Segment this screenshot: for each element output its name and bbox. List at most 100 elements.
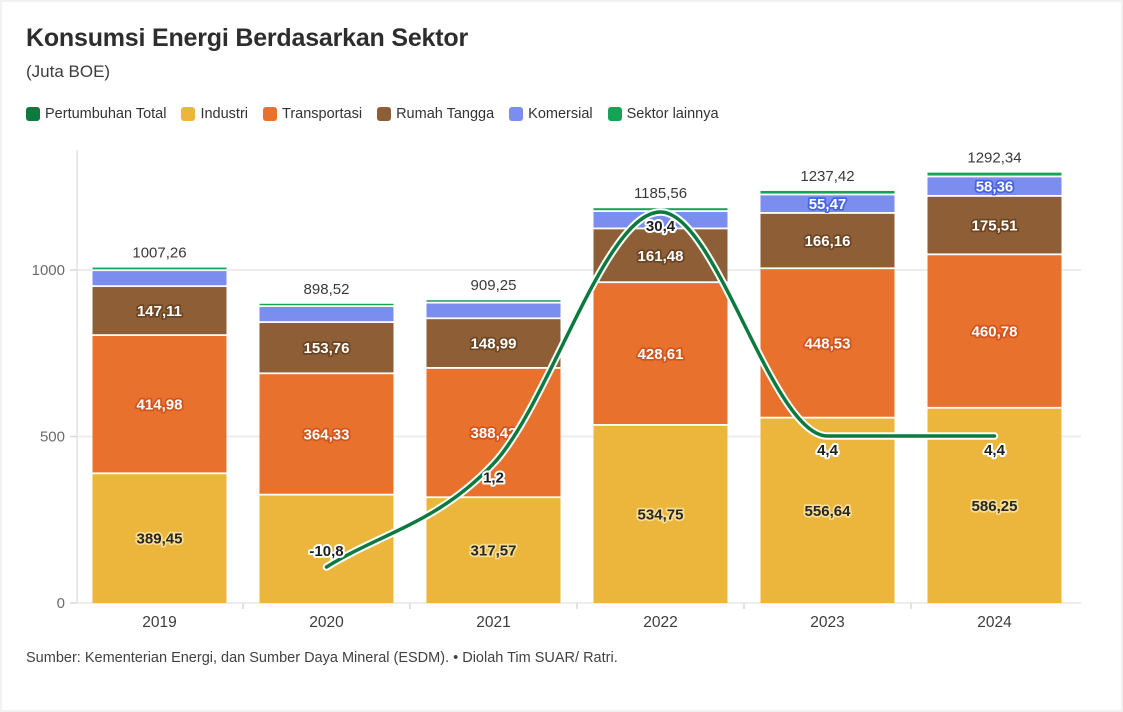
bar-segment-label: 175,51	[972, 218, 1018, 235]
bar-2023-sektor-lainnya[interactable]	[760, 190, 895, 195]
segment-separator	[927, 406, 1062, 409]
x-axis-label: 2024	[977, 614, 1012, 631]
growth-line-label: 4,4	[984, 442, 1006, 459]
bar-segment-label: 389,45	[137, 531, 183, 548]
bar-segment-label: 428,61	[638, 346, 684, 363]
legend-item-industri: Industri	[181, 106, 248, 122]
bar-2021-sektor-lainnya[interactable]	[426, 300, 561, 303]
bar-2024-rumah-tangga[interactable]	[927, 195, 1062, 255]
bar-2020-sektor-lainnya[interactable]	[259, 303, 394, 307]
segment-separator	[426, 317, 561, 320]
bar-2022-komersial[interactable]	[593, 211, 728, 229]
legend-item-transportasi: Transportasi	[263, 106, 362, 122]
legend-swatch-pertumbuhan-total	[26, 107, 40, 121]
segment-separator	[593, 281, 728, 284]
bar-segment-label: 55,47	[809, 196, 847, 213]
y-axis-tick-label: 500	[40, 429, 65, 446]
bar-2019-rumah-tangga[interactable]	[92, 286, 227, 336]
page-subtitle: (Juta BOE)	[26, 62, 111, 81]
bar-segment-label: 414,98	[137, 397, 183, 414]
x-axis-label: 2021	[476, 614, 510, 631]
x-axis-label: 2023	[810, 614, 844, 631]
bar-segment-label: 534,75	[638, 506, 684, 523]
bar-2024-komersial[interactable]	[927, 176, 1062, 196]
bar-segment-label: 166,16	[805, 233, 851, 250]
x-axis-label: 2022	[643, 614, 677, 631]
x-axis-label: 2019	[142, 614, 176, 631]
bar-segment-label: 161,48	[638, 248, 684, 265]
bar-2020-komersial[interactable]	[259, 306, 394, 323]
legend-item-komersial: Komersial	[509, 106, 593, 122]
legend-label: Transportasi	[282, 106, 363, 122]
segment-separator	[259, 321, 394, 324]
legend-swatch-komersial	[509, 107, 524, 121]
segment-separator	[760, 193, 895, 196]
bar-total-label: 1237,42	[800, 168, 854, 185]
bar-total-label: 898,52	[304, 281, 350, 298]
segment-separator	[593, 424, 728, 426]
segment-separator	[92, 472, 227, 475]
segment-separator	[760, 212, 895, 214]
bar-total-label: 909,25	[471, 277, 517, 294]
bar-2021-komersial[interactable]	[426, 302, 561, 319]
legend-item-sektor-lainnya: Sektor lainnya	[607, 106, 719, 122]
bar-total-label: 1007,26	[132, 245, 186, 262]
bar-2024-industri[interactable]	[927, 407, 1062, 603]
segment-separator	[259, 372, 394, 375]
bar-2019-komersial[interactable]	[92, 270, 227, 287]
legend-label: Pertumbuhan Total	[45, 106, 167, 122]
legend: Pertumbuhan Total Industri Transportasi Rum…	[26, 106, 719, 122]
segment-separator	[92, 334, 227, 337]
bar-2023-industri[interactable]	[760, 417, 895, 603]
y-axis-tick-label: 0	[57, 595, 65, 612]
bar-2020-rumah-tangga[interactable]	[259, 322, 394, 374]
bar-2023-rumah-tangga[interactable]	[760, 212, 895, 269]
bar-2023-komersial[interactable]	[760, 194, 895, 213]
growth-line	[324, 210, 997, 569]
legend-item-rumah-tangga: Rumah Tangga	[377, 106, 494, 122]
growth-line-label: -10,8	[309, 543, 343, 560]
segment-separator	[259, 493, 394, 496]
bar-2019-transportasi[interactable]	[92, 335, 227, 474]
legend-swatch-industri	[181, 107, 196, 121]
bar-2019-industri[interactable]	[92, 473, 227, 603]
bar-2024-transportasi[interactable]	[927, 254, 1062, 408]
growth-line-label: 4,4	[817, 442, 839, 459]
page-title: Konsumsi Energi Berdasarkan Sektor	[26, 24, 468, 52]
bar-2019-sektor-lainnya[interactable]	[92, 267, 227, 271]
bar-2020-transportasi[interactable]	[259, 373, 394, 495]
bar-segment-label: 317,57	[471, 543, 517, 560]
bar-segment-label: 58,36	[976, 179, 1014, 196]
bar-segment-label: 148,99	[471, 336, 517, 353]
segment-separator	[760, 416, 895, 419]
segment-separator	[927, 253, 1062, 256]
growth-line-label: 30,4	[646, 218, 676, 235]
bar-2021-rumah-tangga[interactable]	[426, 318, 561, 368]
segment-separator	[426, 301, 561, 304]
segment-separator	[92, 269, 227, 272]
growth-line-label: 1,2	[483, 470, 504, 487]
legend-swatch-transportasi	[263, 107, 278, 121]
bar-2022-industri[interactable]	[593, 424, 728, 603]
bar-2024-sektor-lainnya[interactable]	[927, 172, 1062, 177]
legend-label: Rumah Tangga	[396, 106, 495, 122]
bar-2020-industri[interactable]	[259, 494, 394, 603]
legend-swatch-sektor-lainnya	[607, 107, 622, 121]
bar-segment-label: 153,76	[304, 340, 350, 357]
segment-separator	[593, 227, 728, 230]
bar-segment-label: 448,53	[805, 335, 851, 352]
bar-segment-label: 586,25	[972, 498, 1018, 515]
legend-label: Sektor lainnya	[626, 106, 719, 122]
bar-2022-transportasi[interactable]	[593, 282, 728, 425]
segment-separator	[426, 367, 561, 369]
segment-separator	[259, 305, 394, 308]
bar-segment-label: 364,33	[304, 426, 350, 443]
segment-separator	[927, 175, 1062, 178]
bar-segment-label: 460,78	[972, 324, 1018, 341]
legend-label: Industri	[200, 106, 249, 122]
legend-swatch-rumah-tangga	[377, 107, 392, 121]
bar-2021-industri[interactable]	[426, 497, 561, 603]
segment-separator	[760, 267, 895, 270]
